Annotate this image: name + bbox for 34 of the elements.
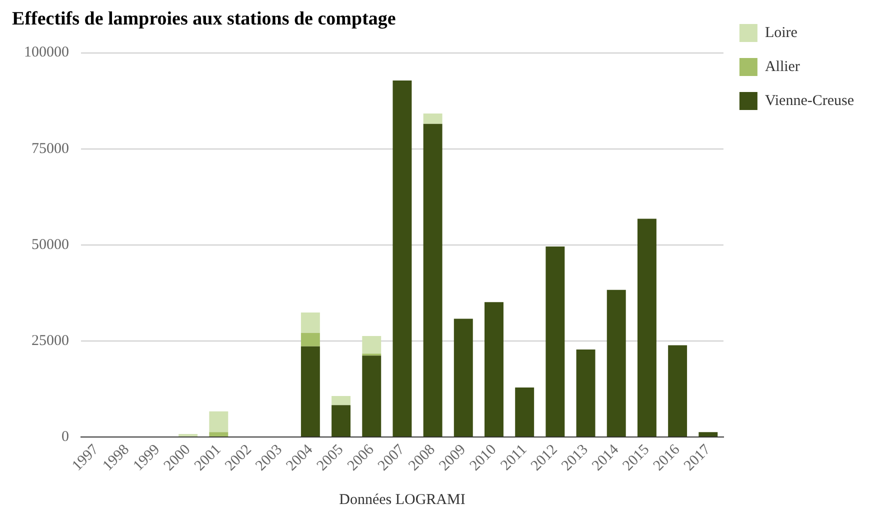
bar xyxy=(637,218,656,437)
y-tick-label: 100000 xyxy=(24,44,69,61)
bar xyxy=(332,405,351,437)
x-tick-label: 1999 xyxy=(130,442,164,474)
bar xyxy=(300,332,320,346)
bar xyxy=(362,356,382,437)
y-tick-label: 75000 xyxy=(32,140,69,157)
bar xyxy=(668,345,688,437)
bar xyxy=(300,312,320,333)
legend-label: Vienne-Creuse xyxy=(764,92,854,109)
legend-label: Loire xyxy=(764,24,798,41)
y-tick-label: 25000 xyxy=(32,332,69,349)
bar xyxy=(209,411,228,432)
bar xyxy=(698,432,718,437)
x-tick-label: 2011 xyxy=(498,442,530,474)
bar xyxy=(454,318,473,437)
bar xyxy=(484,302,504,437)
y-tick-label: 0 xyxy=(62,428,69,445)
bar xyxy=(576,349,596,437)
y-tick-label: 50000 xyxy=(32,236,69,253)
bar xyxy=(606,290,626,437)
bar xyxy=(332,396,351,406)
legend-label: Allier xyxy=(764,58,800,75)
chart-title: Effectifs de lamproies aux stations de comptage xyxy=(12,8,396,30)
bar xyxy=(178,434,198,437)
bar xyxy=(300,346,320,437)
bar xyxy=(209,432,228,437)
bar xyxy=(392,80,412,437)
bar xyxy=(515,387,534,437)
bar xyxy=(546,246,565,437)
bar xyxy=(423,114,442,124)
x-axis-title: Données LOGRAMI xyxy=(339,492,466,508)
bar xyxy=(362,336,382,354)
bar xyxy=(423,124,442,437)
